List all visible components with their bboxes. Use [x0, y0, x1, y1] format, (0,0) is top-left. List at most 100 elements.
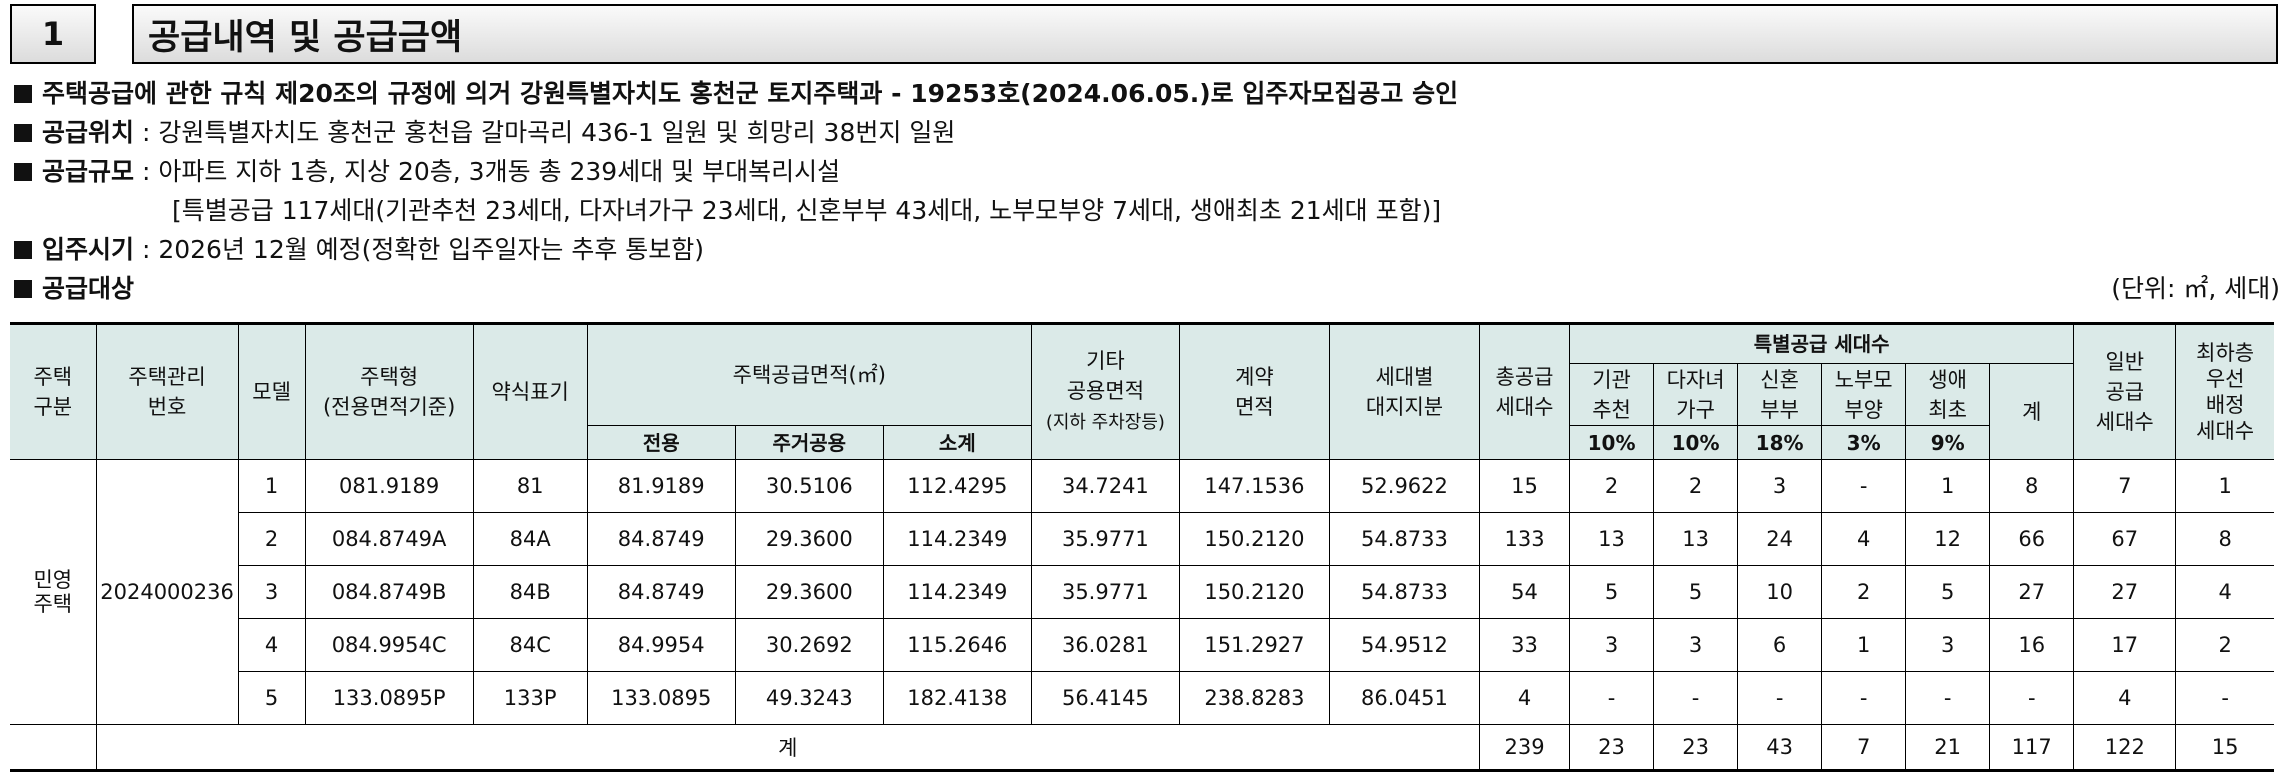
cell-housing-type: 084.9954C — [304, 618, 474, 672]
total-newlywed: 43 — [1737, 724, 1823, 771]
table-row: 5 133.0895P 133P 133.0895 49.3243 182.4138 56.… — [10, 671, 2274, 725]
cell-abbr: 81 — [472, 459, 588, 513]
cell-institution: 5 — [1569, 565, 1655, 619]
cell-contract-area: 150.2120 — [1178, 512, 1330, 566]
movein-line: 입주시기 : 2026년 12월 예정(정확한 입주일자는 추후 통보함) — [14, 230, 2280, 269]
type-cell: 민영 주택 — [10, 459, 97, 725]
header-pct-multi-child: 10% — [1653, 425, 1739, 460]
table-row: 2 084.8749A 84A 84.8749 29.3600 114.2349 35.97… — [10, 512, 2274, 566]
cell-total-supply: 4 — [1478, 671, 1571, 725]
total-elderly: 7 — [1821, 724, 1907, 771]
header-elderly: 노부모 부양 — [1821, 363, 1907, 426]
header-contract-area: 계약 면적 — [1178, 323, 1330, 460]
cell-housing-type: 084.8749A — [304, 512, 474, 566]
cell-subtotal: 112.4295 — [882, 459, 1032, 513]
cell-newlywed: 10 — [1737, 565, 1823, 619]
cell-lowest-floor: - — [2175, 671, 2274, 725]
cell-contract-area: 151.2927 — [1178, 618, 1330, 672]
total-label: 계 — [95, 724, 1481, 771]
cell-elderly: - — [1821, 671, 1907, 725]
cell-exclusive: 84.8749 — [586, 565, 736, 619]
total-blank-cell — [10, 724, 97, 771]
cell-newlywed: 6 — [1737, 618, 1823, 672]
header-exclusive: 전용 — [587, 425, 736, 460]
section-number: 1 — [41, 15, 65, 53]
cell-first-life: 5 — [1905, 565, 1991, 619]
cell-elderly: 4 — [1821, 512, 1907, 566]
cell-newlywed: 24 — [1737, 512, 1823, 566]
total-institution: 23 — [1569, 724, 1655, 771]
cell-first-life: - — [1905, 671, 1991, 725]
header-pct-first-life: 9% — [1905, 425, 1990, 460]
cell-other-common: 35.9771 — [1030, 565, 1180, 619]
cell-model: 4 — [237, 618, 306, 672]
cell-special-total: 16 — [1989, 618, 2075, 672]
header-model: 모델 — [237, 323, 306, 460]
supply-table: 주택 구분 주택관리 번호 모델 주택형 (전용면적기준) 약식표기 주택공급면… — [10, 322, 2274, 772]
approval-line: 주택공급에 관한 규칙 제20조의 규정에 의거 강원특별자치도 홍천군 토지주… — [14, 74, 2280, 113]
cell-model: 3 — [237, 565, 306, 619]
cell-other-common: 36.0281 — [1030, 618, 1180, 672]
cell-total-supply: 33 — [1478, 618, 1571, 672]
header-lowest-floor: 최하층 우선 배정 세대수 — [2175, 323, 2274, 460]
cell-model: 1 — [237, 459, 306, 513]
cell-total-supply: 133 — [1478, 512, 1571, 566]
square-bullet-icon — [14, 280, 32, 298]
table-body: 민영 주택 2024000236 1 081.9189 81 81.9189 30.51… — [10, 459, 2274, 771]
cell-subtotal: 182.4138 — [882, 671, 1032, 725]
cell-general: 7 — [2073, 459, 2177, 513]
cell-multi-child: 2 — [1653, 459, 1739, 513]
header-newlywed: 신혼 부부 — [1737, 363, 1823, 426]
cell-abbr: 84A — [472, 512, 588, 566]
cell-residential-common: 30.5106 — [734, 459, 884, 513]
header-special-total: 계 — [1989, 363, 2074, 460]
cell-general: 4 — [2073, 671, 2177, 725]
cell-general: 17 — [2073, 618, 2177, 672]
header-type: 주택 구분 — [10, 323, 97, 460]
cell-general: 27 — [2073, 565, 2177, 619]
header-subtotal: 소계 — [882, 425, 1032, 460]
cell-first-life: 3 — [1905, 618, 1991, 672]
header-first-life: 생애 최초 — [1905, 363, 1991, 426]
cell-model: 2 — [237, 512, 306, 566]
cell-residential-common: 30.2692 — [734, 618, 884, 672]
header-multi-child: 다자녀 가구 — [1653, 363, 1739, 426]
cell-other-common: 35.9771 — [1030, 512, 1180, 566]
cell-institution: - — [1569, 671, 1655, 725]
cell-exclusive: 84.9954 — [586, 618, 736, 672]
section-number-box: 1 — [10, 4, 96, 64]
cell-newlywed: - — [1737, 671, 1823, 725]
header-institution: 기관 추천 — [1569, 363, 1655, 426]
table-row: 4 084.9954C 84C 84.9954 30.2692 115.2646 36.02… — [10, 618, 2274, 672]
cell-special-total: 27 — [1989, 565, 2075, 619]
cell-multi-child: - — [1653, 671, 1739, 725]
cell-land-share: 54.8733 — [1328, 565, 1481, 619]
header-housing-type: 주택형 (전용면적기준) — [304, 323, 474, 460]
cell-residential-common: 29.3600 — [734, 565, 884, 619]
cell-subtotal: 114.2349 — [882, 565, 1032, 619]
cell-special-total: 8 — [1989, 459, 2075, 513]
cell-total-supply: 15 — [1478, 459, 1571, 513]
cell-contract-area: 150.2120 — [1178, 565, 1330, 619]
total-special-total: 117 — [1989, 724, 2075, 771]
cell-contract-area: 147.1536 — [1178, 459, 1330, 513]
cell-abbr: 84C — [472, 618, 588, 672]
header-abbr: 약식표기 — [472, 323, 588, 460]
cell-elderly: - — [1821, 459, 1907, 513]
cell-land-share: 52.9622 — [1328, 459, 1481, 513]
target-line: 공급대상 (단위: ㎡, 세대) — [14, 269, 2280, 308]
total-general: 122 — [2073, 724, 2177, 771]
total-lowest-floor: 15 — [2175, 724, 2274, 771]
header-general: 일반 공급 세대수 — [2073, 323, 2177, 460]
cell-contract-area: 238.8283 — [1178, 671, 1330, 725]
header-pct-elderly: 3% — [1821, 425, 1907, 460]
scale-line: 공급규모 : 아파트 지하 1층, 지상 20층, 3개동 총 239세대 및 … — [14, 152, 2280, 191]
cell-land-share: 54.8733 — [1328, 512, 1481, 566]
total-row: 계 239 23 23 43 7 21 117 122 15 — [10, 724, 2274, 771]
header-land-share: 세대별 대지지분 — [1328, 323, 1481, 460]
cell-lowest-floor: 8 — [2175, 512, 2274, 566]
cell-exclusive: 84.8749 — [586, 512, 736, 566]
cell-multi-child: 5 — [1653, 565, 1739, 619]
cell-housing-type: 133.0895P — [304, 671, 474, 725]
square-bullet-icon — [14, 163, 32, 181]
